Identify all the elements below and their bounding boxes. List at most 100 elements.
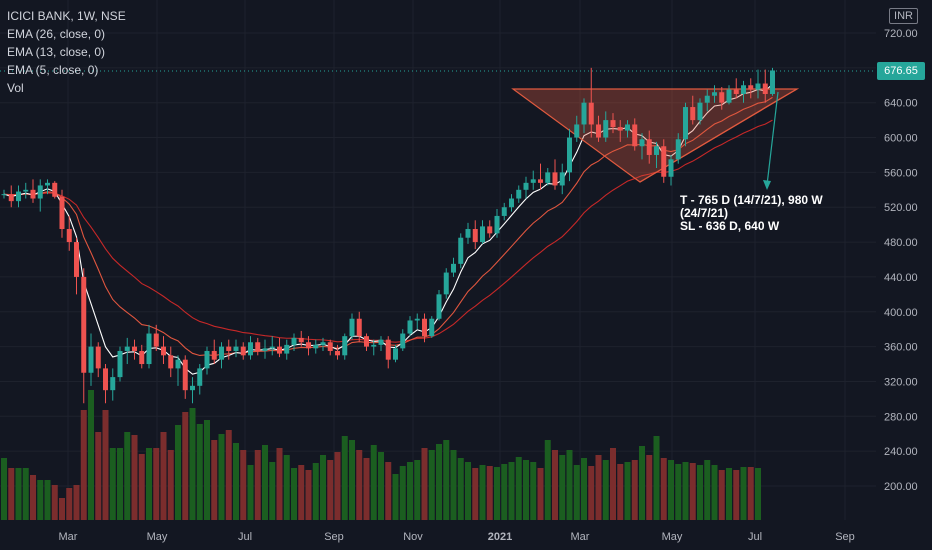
descending-triangle-pattern — [511, 88, 800, 183]
volume-bar — [515, 457, 522, 520]
volume-bar — [697, 465, 703, 520]
legend-ema13[interactable]: EMA (13, close, 0) — [7, 45, 106, 59]
volume-bar — [653, 436, 660, 520]
candle-body — [712, 92, 717, 96]
annotation-target: T - 765 D (14/7/21), 980 W — [680, 193, 823, 207]
candle-body — [74, 242, 79, 277]
candle-body — [414, 318, 420, 321]
candle-body — [190, 385, 195, 391]
volume-bar — [153, 448, 160, 520]
volume-bar — [465, 462, 471, 520]
candle-body — [168, 355, 174, 369]
candle-body — [335, 350, 340, 356]
volume-bar — [240, 450, 247, 520]
volume-bar — [341, 436, 348, 520]
volume-bar — [755, 468, 761, 520]
volume-bar — [175, 425, 181, 520]
volume-bar — [44, 480, 51, 520]
y-tick-label: 600.00 — [884, 133, 918, 145]
trade-annotation: T - 765 D (14/7/21), 980 W (24/7/21) SL … — [680, 194, 823, 233]
y-tick-label: 200.00 — [884, 481, 918, 493]
volume-bar — [102, 410, 109, 520]
candle-body — [581, 102, 587, 125]
volume-bar — [254, 450, 261, 520]
volume-bar — [269, 462, 276, 520]
candle-body — [385, 339, 391, 360]
volume-bar — [22, 468, 29, 520]
volume-bar — [552, 450, 558, 520]
volume-bar — [631, 460, 638, 520]
candle-body — [66, 229, 72, 243]
volume-bar — [479, 465, 486, 520]
candle-body — [378, 339, 384, 345]
last-price-badge: 676.65 — [877, 62, 925, 80]
y-tick-label: 360.00 — [884, 342, 918, 354]
volume-bar — [73, 485, 80, 520]
candle-body — [277, 346, 282, 354]
x-tick-label: May — [662, 531, 683, 543]
candle-body — [393, 348, 398, 360]
candle-body — [704, 95, 710, 103]
volume-bar — [733, 470, 740, 520]
x-tick-label: Sep — [324, 531, 344, 543]
volume-bar — [117, 448, 123, 520]
candle-body — [306, 342, 311, 349]
candle-body — [509, 198, 514, 208]
volume-bar — [138, 454, 145, 520]
candle-body — [117, 350, 123, 378]
candle-body — [632, 124, 638, 147]
legend-ema5[interactable]: EMA (5, close, 0) — [7, 63, 99, 77]
candle-body — [81, 276, 87, 373]
candle-body — [349, 318, 355, 337]
symbol-title[interactable]: ICICI BANK, 1W, NSE — [7, 9, 126, 23]
candle-body — [675, 139, 681, 160]
currency-label[interactable]: INR — [889, 8, 918, 24]
candle-body — [748, 85, 754, 90]
candle-body — [552, 172, 558, 186]
y-tick-label: 400.00 — [884, 307, 918, 319]
volume-bar — [646, 455, 653, 520]
volume-bar — [88, 390, 94, 520]
volume-bar — [508, 462, 515, 520]
x-tick-label: 2021 — [488, 531, 512, 543]
candle-body — [132, 346, 137, 351]
volume-bar — [378, 452, 384, 520]
x-tick-label: Nov — [403, 531, 423, 543]
arrow-head — [763, 180, 771, 190]
candle-body — [45, 182, 50, 186]
candle-body — [741, 85, 746, 94]
x-tick-label: Sep — [835, 531, 855, 543]
annotation-stoploss: SL - 636 D, 640 W — [680, 219, 780, 233]
volume-bar — [718, 470, 725, 520]
volume-bar — [109, 448, 116, 520]
candle-body — [161, 346, 166, 356]
candle-body — [443, 272, 449, 295]
candle-body — [472, 229, 478, 243]
volume-bar — [283, 455, 290, 520]
legend-ema26[interactable]: EMA (26, close, 0) — [7, 27, 106, 41]
volume-bar — [298, 465, 305, 520]
volume-bar — [305, 470, 312, 520]
arrow-line — [766, 91, 779, 186]
candle-body — [617, 127, 623, 131]
volume-bar — [334, 452, 341, 520]
volume-bar — [675, 464, 682, 520]
candle-body — [313, 344, 319, 349]
legend-volume[interactable]: Vol — [7, 81, 24, 95]
chart-legend: ICICI BANK, 1W, NSE EMA (26, close, 0) E… — [7, 7, 126, 97]
candle-body — [516, 189, 522, 199]
volume-bar — [407, 462, 413, 520]
candle-body — [523, 182, 529, 190]
volume-bar — [494, 467, 500, 520]
volume-bar — [421, 448, 428, 520]
candle-body — [124, 346, 130, 351]
x-tick-label: May — [147, 531, 168, 543]
candle-body — [320, 342, 326, 345]
volume-bar — [537, 468, 544, 520]
candle-body — [103, 368, 108, 391]
volume-bar — [182, 412, 189, 520]
volume-bar — [617, 464, 624, 520]
volume-bar — [689, 463, 696, 520]
